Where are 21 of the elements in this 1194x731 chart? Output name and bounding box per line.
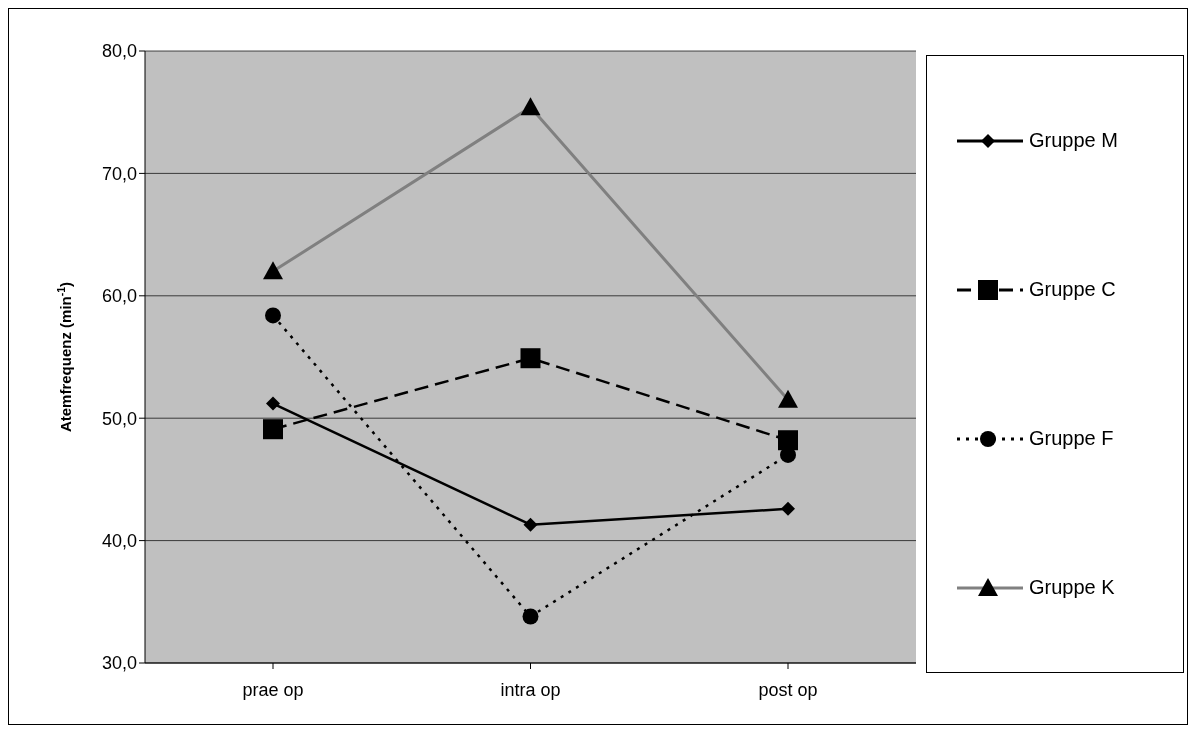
y-tick-label: 30,0	[101, 653, 137, 674]
point	[522, 608, 539, 625]
legend-label: Gruppe C	[1029, 278, 1116, 301]
point	[523, 517, 538, 532]
point	[778, 430, 798, 451]
y-tick-label: 70,0	[101, 163, 137, 184]
y-tick-label: 40,0	[101, 530, 137, 551]
x-tick-label: prae op	[242, 679, 304, 700]
y-tick-label: 50,0	[101, 408, 137, 429]
legend-label: Gruppe M	[1029, 129, 1118, 152]
point	[265, 307, 281, 324]
x-tick-label: post op	[758, 679, 818, 700]
x-tick-label: intra op	[500, 679, 561, 700]
legend-label: Gruppe K	[1029, 576, 1115, 599]
y-tick-label: 80,0	[101, 41, 137, 62]
point	[263, 419, 283, 440]
point	[266, 396, 280, 411]
point	[781, 501, 795, 516]
point	[520, 348, 541, 369]
y-tick-label: 60,0	[101, 286, 137, 307]
legend-label: Gruppe F	[1029, 427, 1114, 450]
